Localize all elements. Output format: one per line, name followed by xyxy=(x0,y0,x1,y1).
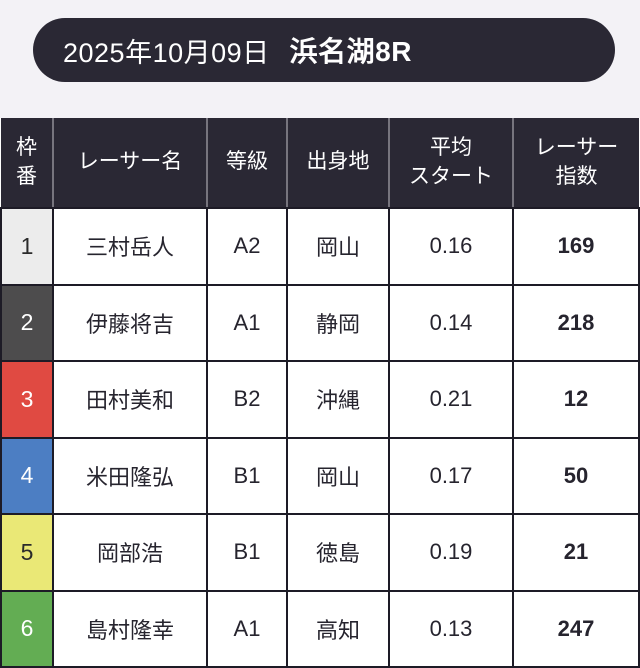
race-date: 2025年10月09日 xyxy=(63,37,270,68)
column-header-birthplace: 出身地 xyxy=(286,118,389,209)
column-header-index: レーサー 指数 xyxy=(512,118,639,209)
birthplace-cell: 沖縄 xyxy=(286,360,390,439)
birthplace-cell: 岡山 xyxy=(286,436,390,515)
avg-start-cell: 0.13 xyxy=(388,589,514,668)
avg-start-cell: 0.19 xyxy=(388,513,514,592)
frame-cell: 3 xyxy=(0,360,54,439)
frame-cell: 6 xyxy=(0,589,54,668)
column-header-name: レーサー名 xyxy=(52,118,207,209)
racer-name-cell: 岡部浩 xyxy=(52,513,208,592)
racer-index-cell: 21 xyxy=(512,513,640,592)
racer-table: 枠 番 レーサー名 等級 出身地 平均 スタート レーサー 指数 1 三村岳人 … xyxy=(0,118,640,668)
table-row: 2 伊藤将吉 A1 静岡 0.14 218 xyxy=(0,283,640,362)
table-row: 3 田村美和 B2 沖縄 0.21 12 xyxy=(0,360,640,439)
header-row: 枠 番 レーサー名 等級 出身地 平均 スタート レーサー 指数 xyxy=(1,118,639,209)
avg-start-cell: 0.14 xyxy=(388,283,514,362)
birthplace-cell: 岡山 xyxy=(286,207,390,286)
race-name: 浜名湖8R xyxy=(289,36,412,67)
racer-name-cell: 三村岳人 xyxy=(52,207,208,286)
table-row: 4 米田隆弘 B1 岡山 0.17 50 xyxy=(0,436,640,515)
column-header-grade: 等級 xyxy=(206,118,287,209)
frame-cell: 4 xyxy=(0,436,54,515)
avg-start-cell: 0.16 xyxy=(388,207,514,286)
birthplace-cell: 徳島 xyxy=(286,513,390,592)
racer-index-cell: 169 xyxy=(512,207,640,286)
table-body: 1 三村岳人 A2 岡山 0.16 169 2 伊藤将吉 A1 静岡 0.14 … xyxy=(0,207,640,668)
column-header-avg-start: 平均 スタート xyxy=(388,118,513,209)
racer-name-cell: 米田隆弘 xyxy=(52,436,208,515)
grade-cell: A1 xyxy=(206,283,288,362)
racer-name-cell: 伊藤将吉 xyxy=(52,283,208,362)
frame-cell: 1 xyxy=(0,207,54,286)
frame-cell: 2 xyxy=(0,283,54,362)
racer-name-cell: 島村隆幸 xyxy=(52,589,208,668)
grade-cell: B2 xyxy=(206,360,288,439)
column-header-frame: 枠 番 xyxy=(1,118,53,209)
grade-cell: A2 xyxy=(206,207,288,286)
table-row: 5 岡部浩 B1 徳島 0.19 21 xyxy=(0,513,640,592)
table-row: 6 島村隆幸 A1 高知 0.13 247 xyxy=(0,589,640,668)
racer-index-cell: 218 xyxy=(512,283,640,362)
grade-cell: A1 xyxy=(206,589,288,668)
racer-index-cell: 50 xyxy=(512,436,640,515)
avg-start-cell: 0.17 xyxy=(388,436,514,515)
avg-start-cell: 0.21 xyxy=(388,360,514,439)
table-header: 枠 番 レーサー名 等級 出身地 平均 スタート レーサー 指数 xyxy=(1,118,639,209)
grade-cell: B1 xyxy=(206,436,288,515)
grade-cell: B1 xyxy=(206,513,288,592)
racer-index-cell: 247 xyxy=(512,589,640,668)
racer-index-cell: 12 xyxy=(512,360,640,439)
racer-name-cell: 田村美和 xyxy=(52,360,208,439)
birthplace-cell: 静岡 xyxy=(286,283,390,362)
table-row: 1 三村岳人 A2 岡山 0.16 169 xyxy=(0,207,640,286)
frame-cell: 5 xyxy=(0,513,54,592)
race-title-pill: 2025年10月09日 浜名湖8R xyxy=(33,18,615,82)
birthplace-cell: 高知 xyxy=(286,589,390,668)
